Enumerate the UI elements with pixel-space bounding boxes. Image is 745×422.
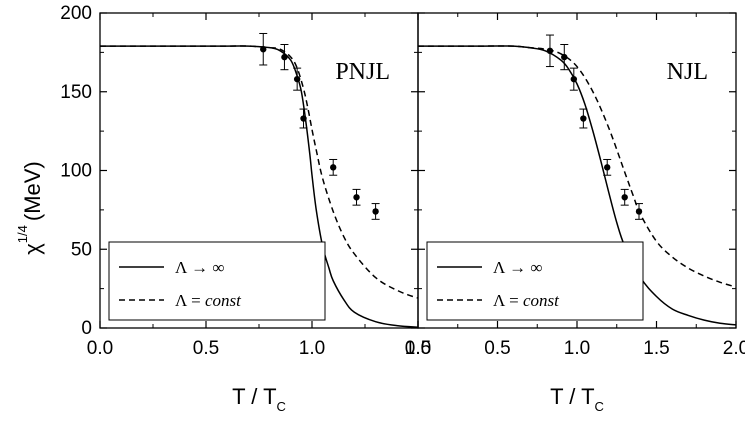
panel-pnjl: 0.0 0.5 1.0 1.5 0 50 100 150 200 PNJL Λ → ∞ Λ = con… — [60, 3, 431, 414]
legend: Λ → ∞ Λ = const — [108, 241, 326, 321]
y-tick-label: 50 — [71, 239, 92, 260]
data-point — [570, 75, 578, 83]
x-tick-label: 1.5 — [405, 338, 431, 359]
series-line-lambda-const — [100, 45, 418, 299]
x-tick-label: 0.0 — [87, 338, 113, 359]
series-line-lambda-infinity — [418, 45, 736, 326]
x-tick-label: 0.0 — [405, 338, 431, 359]
panel-njl: 0.0 0.5 1.0 1.5 2.0 NJL Λ → ∞ Λ = const T / TC — [405, 12, 745, 414]
data-point — [372, 208, 379, 215]
series-line-lambda-infinity — [100, 45, 418, 328]
legend: Λ → ∞ Λ = const — [426, 241, 644, 321]
y-tick-label: 200 — [60, 3, 92, 24]
x-tick-label: 0.5 — [484, 338, 510, 359]
x-axis-label: T / TC — [232, 384, 286, 414]
data-point — [260, 46, 267, 53]
data-point — [580, 115, 587, 122]
y-axis-label-unit: (MeV) — [20, 161, 45, 221]
x-axis-label: T / TC — [550, 384, 604, 414]
x-tick-label: 1.0 — [299, 338, 325, 359]
y-axis-label-symbol: χ — [20, 243, 45, 255]
y-axis-label-sup: 1/4 — [15, 225, 30, 243]
y-axis-label: χ1/4 (MeV) — [15, 161, 45, 255]
data-point — [330, 164, 337, 171]
data-point — [621, 194, 628, 201]
plot-area — [418, 34, 736, 326]
data-point — [281, 53, 288, 61]
data-point — [604, 164, 611, 171]
data-point — [293, 75, 301, 83]
x-tick-label: 1.0 — [564, 338, 590, 359]
legend-box — [426, 241, 644, 321]
series-line-lambda-const — [418, 45, 736, 288]
y-tick-label: 0 — [81, 318, 92, 339]
panel-label: PNJL — [335, 59, 390, 85]
y-tick-label: 150 — [60, 82, 92, 103]
x-tick-label: 1.5 — [643, 338, 669, 359]
legend-label: Λ = const — [175, 291, 242, 310]
data-point — [353, 194, 360, 201]
y-tick-label: 100 — [60, 161, 92, 182]
legend-label: Λ = const — [493, 291, 560, 310]
data-point — [635, 208, 643, 215]
data-point — [561, 53, 568, 61]
x-tick-label: 2.0 — [723, 338, 745, 359]
panel-label: NJL — [667, 59, 708, 85]
data-point — [546, 47, 554, 54]
legend-label: Λ → ∞ — [493, 258, 543, 277]
legend-label: Λ → ∞ — [175, 258, 225, 277]
plot-area — [100, 32, 418, 328]
svg-text:χ1/4(MeV): χ1/4 (MeV) — [15, 161, 45, 255]
data-point — [300, 115, 307, 122]
legend-box — [108, 241, 326, 321]
x-tick-label: 0.5 — [193, 338, 219, 359]
